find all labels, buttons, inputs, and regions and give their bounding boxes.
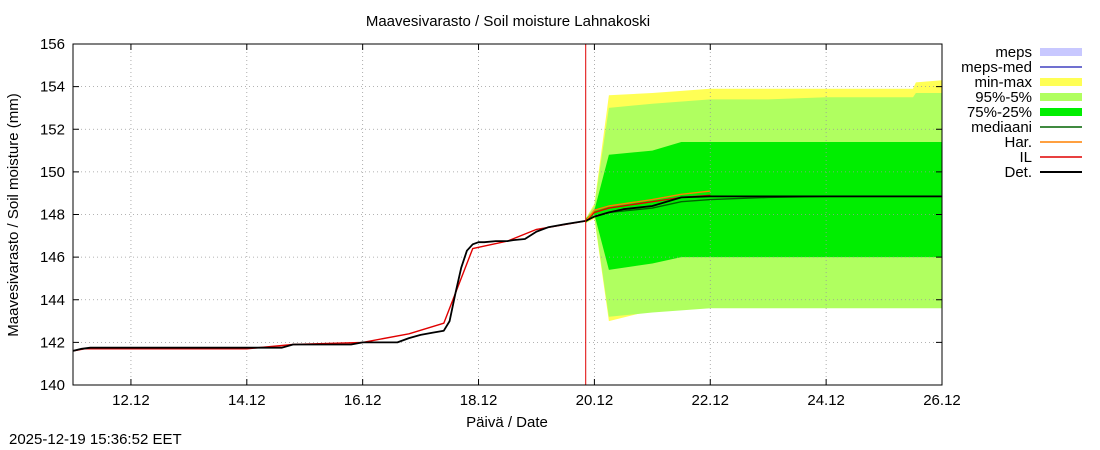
- series-line-har: [585, 190, 711, 222]
- x-tick-label: 14.12: [228, 392, 266, 409]
- y-tick-label: 150: [40, 164, 65, 181]
- legend-swatch-minmax: [1040, 78, 1082, 86]
- legend-label-il: IL: [1019, 149, 1032, 166]
- series-line-il: [72, 194, 711, 352]
- x-axis-label: Päivä / Date: [466, 414, 548, 431]
- legend: mepsmeps-medmin-max95%-5%75%-25%mediaani…: [961, 44, 1082, 181]
- x-tick-label: 22.12: [691, 392, 729, 409]
- x-tick-label: 18.12: [460, 392, 498, 409]
- band-p75-25: [585, 142, 942, 270]
- chart-title: Maavesivarasto / Soil moisture Lahnakosk…: [366, 13, 650, 30]
- legend-label-p75-25: 75%-25%: [967, 104, 1032, 121]
- y-axis-label: Maavesivarasto / Soil moisture (mm): [5, 93, 22, 336]
- y-tick-label: 148: [40, 207, 65, 224]
- legend-swatch-meps: [1040, 48, 1082, 56]
- x-tick-label: 26.12: [923, 392, 961, 409]
- legend-label-meps-med: meps-med: [961, 59, 1032, 76]
- y-tick-label: 154: [40, 79, 65, 96]
- x-tick-label: 20.12: [576, 392, 614, 409]
- legend-label-det: Det.: [1004, 164, 1032, 181]
- y-tick-label: 140: [40, 377, 65, 394]
- legend-label-har: Har.: [1004, 134, 1032, 151]
- legend-label-meps: meps: [995, 44, 1032, 61]
- legend-swatch-p75-25: [1040, 108, 1082, 116]
- plot-area: 140 142 144 146 148 150 152 154 156 12.12 14.12 16.…: [40, 36, 961, 409]
- legend-swatch-p95-5: [1040, 93, 1082, 101]
- legend-label-minmax: min-max: [974, 74, 1032, 91]
- y-tick-label: 144: [40, 292, 65, 309]
- y-tick-label: 152: [40, 121, 65, 138]
- x-tick-label: 16.12: [344, 392, 382, 409]
- legend-label-median: mediaani: [971, 119, 1032, 136]
- legend-label-p95-5: 95%-5%: [975, 89, 1032, 106]
- y-tick-label: 156: [40, 36, 65, 53]
- y-tick-label: 142: [40, 334, 65, 351]
- timestamp: 2025-12-19 15:36:52 EET: [9, 431, 182, 448]
- y-tick-label: 146: [40, 249, 65, 266]
- series-line-det: [72, 195, 942, 352]
- x-tick-label: 24.12: [807, 392, 845, 409]
- x-tick-label: 12.12: [112, 392, 150, 409]
